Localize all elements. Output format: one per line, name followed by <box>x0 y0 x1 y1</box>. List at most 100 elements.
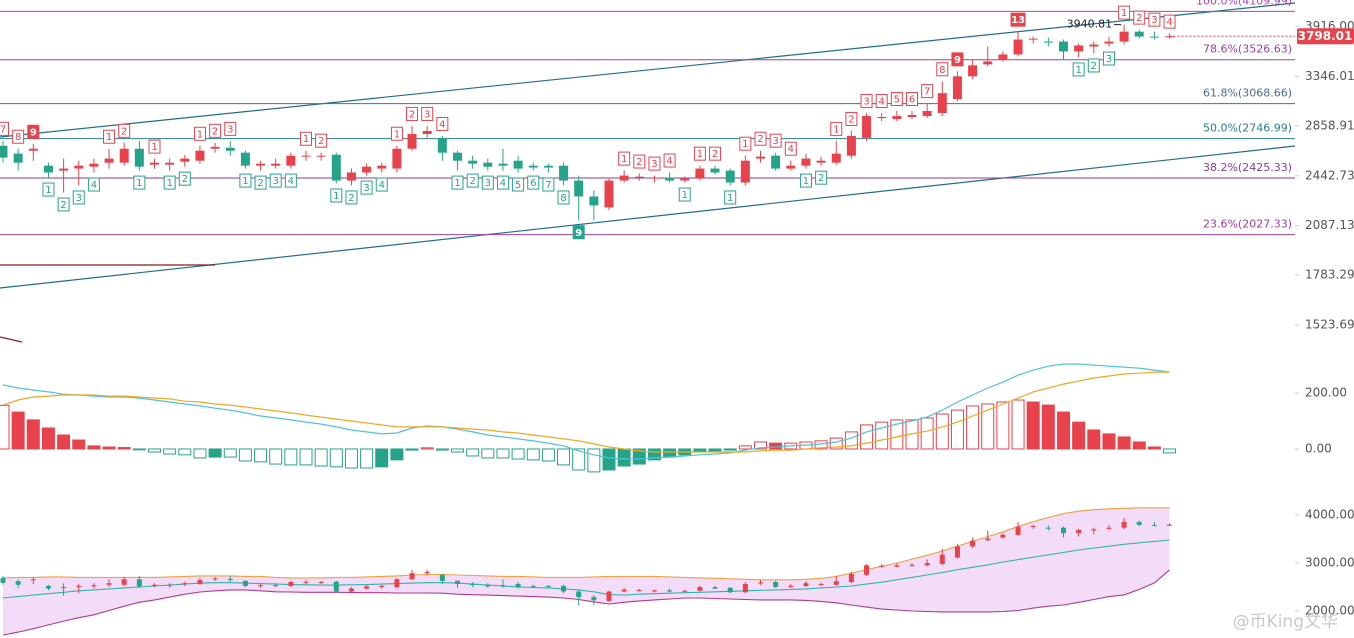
candle-body <box>634 176 644 178</box>
candle-body <box>182 583 188 585</box>
td-box <box>693 146 706 161</box>
candle-body <box>1151 524 1157 526</box>
candle-body <box>773 582 779 588</box>
td-box <box>42 182 55 197</box>
candle-body <box>1089 44 1099 47</box>
histogram-bar <box>481 448 495 459</box>
td-box <box>390 126 403 141</box>
candle-body <box>1043 41 1053 43</box>
candle-body <box>364 586 370 589</box>
candle-body <box>468 160 478 164</box>
candle-body <box>240 152 250 166</box>
td-label: 3 <box>772 136 778 147</box>
td-label: 3 <box>485 178 491 189</box>
candle-body <box>470 584 476 586</box>
candle-body <box>559 165 569 181</box>
candle-body <box>121 579 127 585</box>
td-label: 4 <box>1166 17 1172 28</box>
candle-body <box>301 155 311 157</box>
td-label: 4 <box>788 144 794 155</box>
trend-line <box>0 145 1296 289</box>
candle-body <box>909 564 915 566</box>
candle-body <box>879 565 885 567</box>
td-box <box>1010 12 1026 27</box>
td-box <box>133 175 146 190</box>
candle-body <box>530 585 536 587</box>
candle-body <box>407 133 417 149</box>
td-box <box>148 139 161 154</box>
candle-body <box>983 61 993 65</box>
td-label: 3 <box>424 109 430 120</box>
candle-body <box>439 574 445 581</box>
td-box <box>496 175 509 190</box>
candle-body <box>1091 529 1097 531</box>
candle-body <box>952 76 962 100</box>
histogram-bar <box>132 448 146 451</box>
candle-body <box>61 587 67 589</box>
candle-body <box>1121 522 1127 528</box>
td-box <box>1148 12 1161 27</box>
y-tick-label: 200.00 <box>1305 386 1347 400</box>
td-label: 4 <box>500 178 506 189</box>
candle-body <box>0 145 8 158</box>
td-label: 4 <box>91 180 97 191</box>
candle-body <box>134 148 144 167</box>
candle-body <box>589 196 599 206</box>
td-label: 2 <box>257 178 263 189</box>
candle-body <box>712 587 718 589</box>
td-box <box>799 173 812 188</box>
candle-body <box>1076 529 1082 534</box>
y-tick-label: 1783.29 <box>1305 268 1354 282</box>
candle-body <box>604 180 614 208</box>
candle-body <box>1015 526 1021 535</box>
y-tick-label: 2000.00 <box>1305 603 1354 617</box>
candle-body <box>43 165 53 173</box>
candle-body <box>409 573 415 580</box>
td-label: 3 <box>76 193 82 204</box>
candle-body <box>907 115 917 117</box>
histogram-bar <box>405 448 419 451</box>
td-label: 2 <box>182 174 188 185</box>
histogram-bar <box>57 434 71 450</box>
td-label: 1 <box>833 124 839 135</box>
candle-body <box>1119 31 1129 42</box>
td-box <box>572 225 585 240</box>
histogram-bar <box>1041 404 1055 450</box>
td-box <box>542 177 555 192</box>
td-label: 2 <box>469 176 475 187</box>
candle-body <box>242 580 248 586</box>
td-label: 3 <box>227 124 233 135</box>
td-box <box>72 190 85 205</box>
candle-body <box>455 580 460 585</box>
td-label: 1 <box>454 178 460 189</box>
y-tick-label: 0.00 <box>1305 441 1332 455</box>
candle-body <box>816 160 826 163</box>
td-label: 2 <box>757 134 763 145</box>
y-tick-label: 2087.13 <box>1305 218 1354 232</box>
candle-body <box>576 591 582 598</box>
candle-body <box>636 590 642 592</box>
candle-body <box>621 589 627 592</box>
candle-body <box>0 578 6 583</box>
histogram-bar <box>935 413 949 450</box>
candle-body <box>543 165 553 168</box>
band-line <box>2 569 1170 636</box>
histogram-bar <box>950 409 964 450</box>
y-tick-label: 4000.00 <box>1305 507 1354 521</box>
histogram-bar <box>829 437 843 450</box>
td-label: 4 <box>379 180 385 191</box>
candle-body <box>437 137 447 153</box>
candle-body <box>937 93 947 114</box>
candle-body <box>1061 527 1066 534</box>
candle-body <box>422 130 432 134</box>
candle-body <box>136 579 142 587</box>
candle-body <box>258 585 264 587</box>
candle-body <box>939 554 945 564</box>
td-box <box>830 121 843 136</box>
candle-body <box>591 597 597 601</box>
td-label: 3 <box>651 159 657 170</box>
candle-body <box>30 579 36 581</box>
histogram-bar <box>148 448 161 453</box>
indicator-line <box>2 371 1170 453</box>
candle-body <box>485 584 491 587</box>
